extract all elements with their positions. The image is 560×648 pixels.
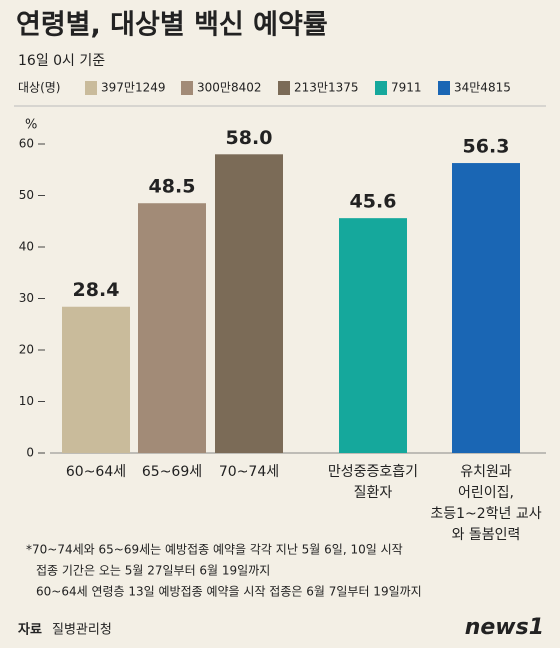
- legend-swatch: [278, 81, 290, 95]
- value-label: 48.5: [149, 176, 196, 198]
- bar: [215, 154, 283, 454]
- legend-title: 대상(명): [18, 81, 60, 95]
- x-tick-label: 70~74세: [219, 464, 279, 480]
- logo: news1: [465, 615, 544, 640]
- x-tick-label: 유치원과: [460, 464, 512, 480]
- value-label: 45.6: [350, 191, 397, 213]
- bar: [339, 218, 407, 453]
- y-tick-label: 0: [26, 446, 34, 460]
- value-label: 28.4: [73, 279, 120, 301]
- x-tick-label: 질환자: [354, 485, 393, 501]
- bar: [62, 306, 130, 453]
- note: 60~64세 연령층 13일 예방접종 예약을 시작 접종은 6월 7일부터 1…: [36, 584, 422, 599]
- legend-swatch: [375, 81, 387, 95]
- legend-swatch: [438, 81, 450, 95]
- source-label: 자료: [18, 623, 42, 638]
- note: *70~74세와 65~69세는 예방접종 예약을 각각 지난 5월 6일, 1…: [26, 542, 403, 557]
- legend-label: 397만1249: [101, 81, 165, 95]
- y-tick-label: 20: [19, 343, 34, 357]
- legend-swatch: [85, 81, 97, 95]
- y-unit: %: [25, 118, 37, 133]
- y-tick-label: 50: [19, 188, 34, 202]
- x-tick-label: 만성중증호흡기: [328, 464, 418, 480]
- note: 접종 기간은 오는 5월 27일부터 6월 19일까지: [36, 564, 270, 578]
- legend-swatch: [181, 81, 193, 95]
- bar: [452, 163, 520, 453]
- y-tick-label: 40: [19, 240, 34, 254]
- source: 질병관리청: [52, 623, 112, 638]
- y-tick-label: 10: [19, 394, 34, 408]
- y-tick-label: 30: [19, 291, 34, 305]
- x-tick-label: 65~69세: [142, 464, 202, 480]
- y-tick-label: 60: [19, 137, 34, 151]
- bar: [138, 203, 206, 453]
- x-tick-label: 어린이집,: [458, 485, 514, 501]
- legend-label: 34만4815: [454, 81, 511, 95]
- x-tick-label: 초등1~2학년 교사: [430, 506, 541, 522]
- x-tick-label: 와 돌봄인력: [452, 527, 521, 543]
- legend-label: 213만1375: [294, 81, 358, 95]
- legend-label: 7911: [391, 81, 422, 95]
- chart-title: 연령별, 대상별 백신 예약률: [16, 10, 328, 41]
- x-tick-label: 60~64세: [66, 464, 126, 480]
- value-label: 58.0: [226, 127, 273, 149]
- value-label: 56.3: [463, 136, 510, 158]
- legend-label: 300만8402: [197, 81, 261, 95]
- chart-subtitle: 16일 0시 기준: [18, 53, 105, 69]
